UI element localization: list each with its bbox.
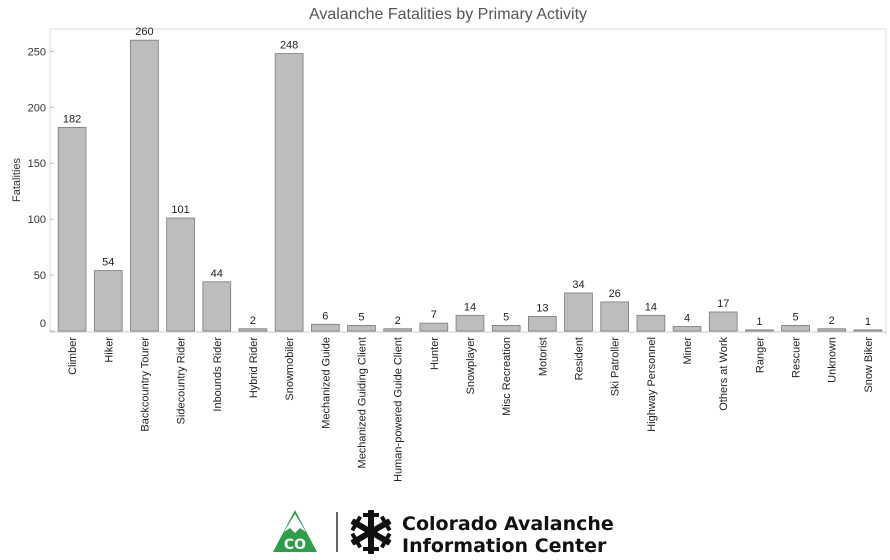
- bar: [817, 328, 847, 332]
- bar: [672, 326, 702, 332]
- category-label: Ski Patroller: [610, 337, 622, 397]
- bar: [93, 270, 123, 332]
- category-label: Highway Personnel: [646, 337, 658, 432]
- category-label: Motorist: [537, 337, 549, 376]
- category-label: Resident: [574, 337, 586, 380]
- data-label: 54: [102, 257, 114, 269]
- category-label: Inbounds Rider: [212, 337, 224, 412]
- data-label: 14: [645, 301, 657, 313]
- category-label: Snowplayer: [465, 337, 477, 395]
- category-label: Mechanized Guiding Client: [356, 337, 368, 468]
- category-label: Climber: [67, 337, 79, 375]
- category-label: Ranger: [754, 337, 766, 373]
- category-label: Miner: [682, 337, 694, 365]
- category-label: Misc Recreation: [501, 337, 513, 416]
- bar: [528, 316, 557, 332]
- bar: [636, 314, 666, 332]
- category-label: Mechanized Guide: [320, 337, 332, 429]
- bar: [781, 325, 810, 332]
- bar: [491, 325, 521, 332]
- bar: [708, 311, 738, 332]
- bar: [347, 325, 376, 332]
- category-label: Rescuer: [791, 337, 803, 378]
- category-label: Backcountry Tourer: [139, 337, 151, 432]
- category-label: Unknown: [827, 337, 839, 383]
- caic-logo: CO Colorado Avalanche Information Center: [273, 510, 614, 556]
- y-tick-label: 250: [28, 46, 46, 58]
- category-label: Snowmobiler: [284, 337, 296, 401]
- bar: [419, 322, 449, 332]
- category-label: Hunter: [429, 337, 441, 370]
- bar: [130, 39, 159, 332]
- bar: [853, 329, 883, 332]
- data-label: 101: [171, 204, 189, 216]
- data-label: 17: [717, 298, 729, 310]
- bar-chart: Avalanche Fatalities by Primary Activity…: [11, 6, 887, 482]
- category-label: Human-powered Guide Client: [393, 337, 405, 482]
- logo-line-1: Colorado Avalanche: [402, 513, 614, 535]
- bar: [455, 314, 485, 332]
- y-axis-title: Fatalities: [11, 157, 23, 202]
- snowflake-arm: [363, 536, 379, 554]
- category-label: Snow Biker: [863, 337, 875, 393]
- data-label: 14: [464, 301, 476, 313]
- plot-frame: [49, 28, 887, 335]
- bar: [166, 217, 195, 332]
- data-label: 1: [865, 316, 871, 328]
- data-label: 26: [609, 288, 621, 300]
- data-label: 7: [431, 309, 437, 321]
- data-label: 5: [358, 311, 364, 323]
- chart-title: Avalanche Fatalities by Primary Activity: [309, 6, 587, 23]
- bar: [383, 328, 412, 332]
- snowflake-arm: [350, 515, 369, 533]
- bar: [274, 53, 304, 332]
- category-label: Hybrid Rider: [248, 337, 260, 398]
- data-label: 260: [135, 26, 153, 38]
- snowflake-arm: [350, 531, 369, 549]
- data-labels: 182 54 260 101 44 2 248 6 5 2 7 14 5 13 34 26 14 4 17 1 5 2 1: [63, 26, 871, 328]
- y-tick-label: 0: [40, 318, 46, 330]
- y-axis-ticks: 0 50 100 150 200 250: [28, 46, 54, 332]
- mountain-badge-icon: CO: [273, 510, 317, 553]
- bar: [564, 292, 593, 332]
- snowflake-arm: [373, 531, 392, 549]
- bar: [202, 281, 232, 332]
- svg-text:CO: CO: [284, 537, 306, 553]
- data-label: 44: [211, 268, 223, 280]
- logo-line-2: Information Center: [402, 535, 607, 556]
- data-label: 5: [503, 311, 509, 323]
- y-tick-label: 150: [28, 158, 46, 170]
- bar: [310, 323, 340, 332]
- category-label: Sidecountry Rider: [176, 337, 188, 425]
- bar: [600, 301, 630, 332]
- bar: [745, 329, 774, 332]
- y-tick-label: 50: [34, 270, 46, 282]
- data-label: 182: [63, 113, 81, 125]
- snowflake-arm: [363, 510, 379, 528]
- data-label: 1: [756, 316, 762, 328]
- data-label: 13: [536, 302, 548, 314]
- category-labels: Climber Hiker Backcountry Tourer Sidecountr…: [67, 337, 875, 482]
- data-label: 2: [829, 315, 835, 327]
- category-label: Others at Work: [718, 337, 730, 411]
- category-label: Hiker: [103, 337, 115, 363]
- bars: [57, 39, 883, 332]
- data-label: 2: [250, 315, 256, 327]
- data-label: 5: [793, 311, 799, 323]
- data-label: 6: [322, 310, 328, 322]
- data-label: 248: [280, 40, 298, 52]
- data-label: 4: [684, 313, 690, 325]
- bar: [57, 127, 87, 332]
- snowflake-arm: [373, 515, 392, 533]
- y-tick-label: 200: [28, 102, 46, 114]
- data-label: 2: [395, 315, 401, 327]
- snowflake-icon: [350, 510, 392, 554]
- y-tick-label: 100: [28, 214, 46, 226]
- data-label: 34: [572, 279, 584, 291]
- bar: [238, 328, 268, 332]
